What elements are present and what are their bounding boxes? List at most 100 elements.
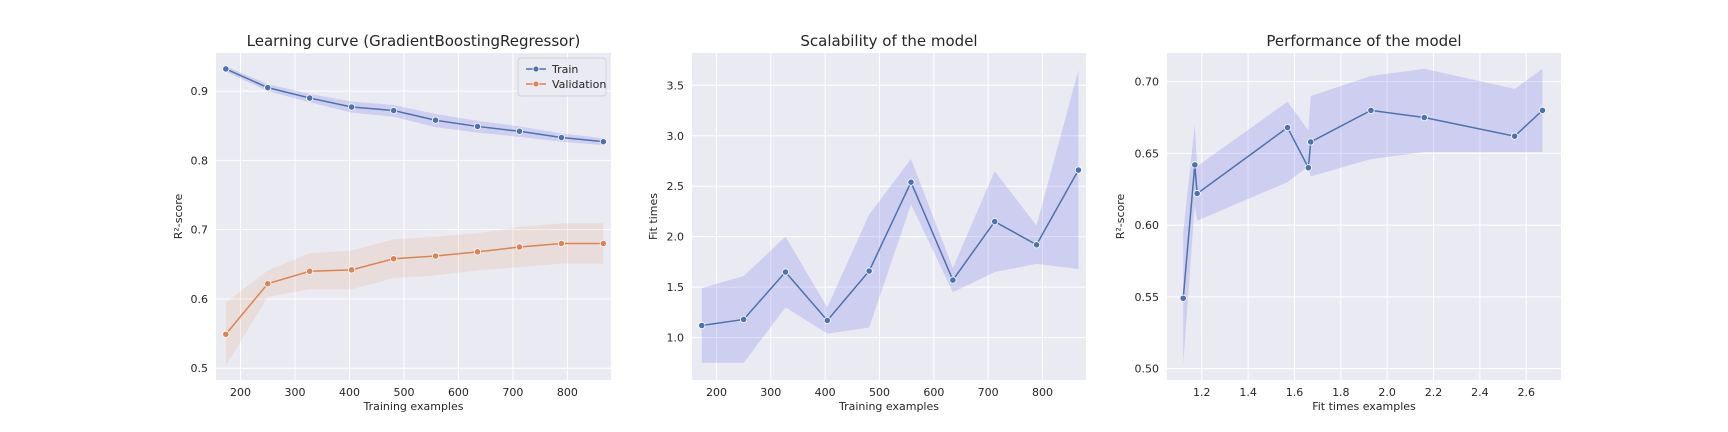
y-tick-label: 1.5 bbox=[667, 281, 685, 294]
y-tick-label: 0.6 bbox=[191, 293, 209, 306]
y-tick-label: 0.70 bbox=[1135, 76, 1160, 89]
data-point bbox=[222, 65, 230, 73]
data-point bbox=[865, 267, 873, 275]
x-tick-label: 1.8 bbox=[1332, 386, 1350, 399]
data-point bbox=[306, 267, 314, 275]
data-point bbox=[781, 268, 790, 276]
legend-marker bbox=[532, 65, 540, 73]
data-point bbox=[1420, 113, 1428, 122]
confidence-band bbox=[225, 223, 604, 367]
legend-frame bbox=[517, 57, 607, 97]
x-tick-label: 2.0 bbox=[1378, 386, 1396, 399]
data-point bbox=[991, 217, 999, 226]
y-tick-label: 0.55 bbox=[1135, 291, 1160, 304]
confidence-band bbox=[1183, 68, 1543, 365]
chart-2: 200 300 400 500 600 700 800 1.0 1.5 2.0 2.5 3.0 3.5 S… bbox=[647, 32, 1086, 413]
x-axis-label: Training examples bbox=[363, 400, 464, 413]
y-tick-label: 1.0 bbox=[667, 332, 685, 345]
data-point bbox=[907, 178, 915, 186]
data-point bbox=[1191, 161, 1199, 169]
chart-title: Learning curve (GradientBoostingRegresso… bbox=[247, 32, 581, 50]
data-point bbox=[1283, 123, 1292, 132]
data-point bbox=[1538, 106, 1547, 114]
data-point bbox=[823, 316, 831, 325]
x-tick-label: 600 bbox=[923, 386, 944, 399]
legend: Train Validation bbox=[517, 57, 607, 97]
data-point bbox=[431, 252, 440, 260]
y-axis-label: R²-score bbox=[1114, 193, 1127, 239]
x-tick-label: 800 bbox=[557, 386, 578, 399]
x-tick-label: 400 bbox=[815, 386, 836, 399]
data-point bbox=[557, 239, 566, 248]
data-point bbox=[306, 94, 314, 102]
x-tick-label: 700 bbox=[502, 386, 523, 399]
series-line bbox=[701, 169, 1080, 327]
x-tick-label: 2.4 bbox=[1471, 386, 1489, 399]
x-tick-label: 300 bbox=[760, 386, 781, 399]
y-tick-label: 0.7 bbox=[191, 224, 209, 237]
data-point bbox=[431, 116, 440, 124]
data-point bbox=[1032, 241, 1041, 249]
data-point bbox=[1367, 106, 1375, 114]
chart-3: 1.2 1.4 1.6 1.8 2.0 2.2 2.4 2.6 0.50 0.55 0.60 0.65… bbox=[1114, 32, 1561, 413]
x-tick-label: 500 bbox=[869, 386, 890, 399]
data-point bbox=[599, 138, 607, 146]
data-point bbox=[1304, 164, 1312, 172]
y-tick-label: 0.5 bbox=[191, 362, 209, 375]
data-point bbox=[473, 122, 482, 131]
legend-label: Validation bbox=[552, 78, 606, 91]
series-line bbox=[225, 242, 604, 335]
data-point bbox=[557, 133, 566, 142]
x-tick-label: 800 bbox=[1032, 386, 1053, 399]
data-point bbox=[698, 321, 706, 330]
data-point bbox=[1193, 189, 1201, 198]
data-point bbox=[1074, 166, 1082, 174]
y-tick-label: 0.65 bbox=[1135, 147, 1160, 160]
data-point bbox=[264, 84, 272, 92]
x-tick-label: 500 bbox=[393, 386, 414, 399]
data-point bbox=[390, 255, 398, 263]
y-axis-label: Fit times bbox=[647, 193, 660, 240]
x-tick-label: 1.4 bbox=[1239, 386, 1257, 399]
data-point bbox=[1179, 294, 1187, 302]
data-point bbox=[348, 103, 356, 111]
data-point bbox=[348, 266, 356, 274]
y-tick-label: 3.5 bbox=[667, 79, 685, 92]
y-tick-label: 2.0 bbox=[667, 231, 685, 244]
chart-title: Performance of the model bbox=[1266, 32, 1461, 50]
legend-marker bbox=[532, 80, 540, 88]
y-tick-label: 3.0 bbox=[667, 130, 685, 143]
chart-1: 200 300 400 500 600 700 800 0.5 0.6 0.7 0.8 0.9 Lear… bbox=[172, 32, 611, 413]
data-point bbox=[740, 315, 748, 324]
data-point bbox=[949, 276, 957, 284]
data-point bbox=[390, 106, 398, 115]
y-tick-label: 0.8 bbox=[191, 154, 209, 167]
x-tick-label: 400 bbox=[339, 386, 360, 399]
y-tick-label: 0.9 bbox=[191, 85, 209, 98]
y-tick-label: 0.60 bbox=[1135, 219, 1160, 232]
axes-background bbox=[692, 53, 1086, 380]
data-point bbox=[1307, 138, 1315, 146]
x-axis-label: Training examples bbox=[838, 400, 939, 413]
data-point bbox=[473, 248, 482, 256]
data-point bbox=[599, 239, 607, 248]
confidence-band bbox=[701, 70, 1079, 363]
confidence-band bbox=[225, 66, 604, 146]
x-axis-label: Fit times examples bbox=[1312, 400, 1416, 413]
y-axis-label: R²-score bbox=[172, 193, 185, 239]
axes-background bbox=[216, 53, 611, 380]
series-line bbox=[225, 68, 604, 143]
x-tick-label: 700 bbox=[978, 386, 999, 399]
axes-background bbox=[1167, 53, 1561, 380]
data-point bbox=[222, 330, 230, 338]
data-point bbox=[515, 243, 524, 251]
x-tick-label: 200 bbox=[706, 386, 727, 399]
x-tick-label: 300 bbox=[285, 386, 306, 399]
x-tick-label: 600 bbox=[448, 386, 469, 399]
series-line bbox=[1182, 109, 1543, 299]
x-tick-label: 2.2 bbox=[1425, 386, 1443, 399]
x-tick-label: 200 bbox=[230, 386, 251, 399]
data-point bbox=[515, 127, 524, 135]
x-tick-label: 1.2 bbox=[1193, 386, 1211, 399]
